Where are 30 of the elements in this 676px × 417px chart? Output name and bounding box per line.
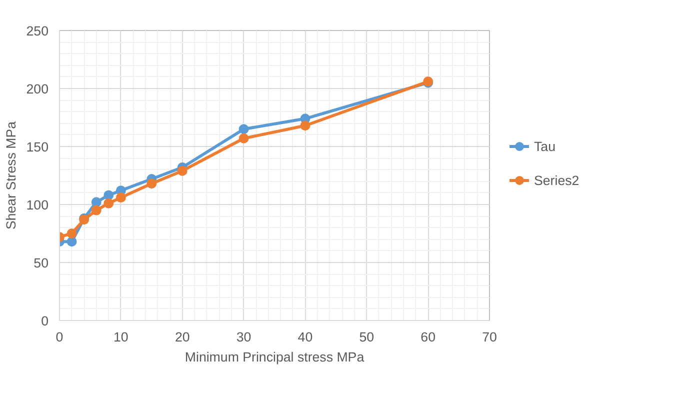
x-tick-label: 30	[236, 330, 252, 344]
y-tick-label: 200	[26, 82, 49, 96]
y-tick-label: 150	[26, 140, 49, 154]
point	[146, 178, 157, 189]
y-tick-label: 100	[26, 198, 49, 212]
x-tick-label: 0	[56, 330, 64, 344]
y-tick-label: 0	[41, 314, 49, 328]
point	[238, 133, 249, 144]
point	[177, 166, 188, 176]
point	[91, 197, 102, 208]
legend-label: Series2	[534, 172, 580, 188]
x-axis-title: Minimum Principal stress MPa	[184, 350, 365, 364]
x-tick-label: 70	[482, 330, 497, 344]
point	[66, 236, 77, 247]
y-tick-label: 250	[26, 24, 49, 38]
x-tick-label: 60	[420, 330, 436, 344]
y-tick-label: 50	[34, 256, 49, 270]
point	[300, 120, 310, 131]
x-tick-label: 20	[174, 330, 190, 344]
point	[91, 205, 102, 216]
x-tick-label: 40	[298, 330, 313, 344]
x-tick-label: 50	[359, 330, 374, 344]
x-tick-label: 10	[114, 330, 128, 344]
y-axis-title: Shear Stress MPa	[3, 120, 18, 230]
point	[116, 192, 126, 203]
point	[238, 124, 249, 134]
point	[66, 228, 77, 238]
legend-label: Tau	[534, 138, 556, 154]
point	[104, 190, 114, 200]
point	[104, 198, 114, 208]
